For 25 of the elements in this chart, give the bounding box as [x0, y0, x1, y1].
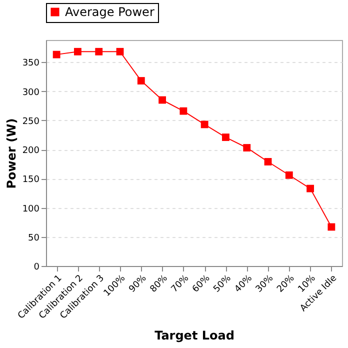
y-tick-label: 0: [34, 262, 40, 272]
y-tick-label: 300: [22, 88, 40, 98]
point: [243, 144, 251, 152]
point: [74, 48, 82, 56]
y-tick-label: 200: [22, 146, 40, 156]
point: [158, 96, 166, 104]
point: [328, 223, 336, 231]
point: [306, 184, 314, 192]
y-tick-label: 50: [28, 233, 40, 244]
point: [200, 120, 208, 128]
point: [180, 107, 188, 115]
point: [222, 134, 230, 141]
legend-label: Average Power: [65, 5, 154, 19]
y-tick-label: 100: [22, 204, 40, 214]
point: [264, 158, 272, 166]
point: [137, 77, 145, 84]
point: [285, 171, 293, 179]
y-axis-title: Power (W): [4, 118, 18, 189]
y-tick-label: 250: [22, 116, 40, 127]
y-tick-label: 350: [22, 58, 40, 69]
x-axis-title: Target Load: [154, 328, 234, 343]
y-tick-label: 150: [22, 175, 40, 186]
point: [52, 50, 60, 58]
point: [116, 48, 124, 56]
point: [95, 48, 103, 56]
